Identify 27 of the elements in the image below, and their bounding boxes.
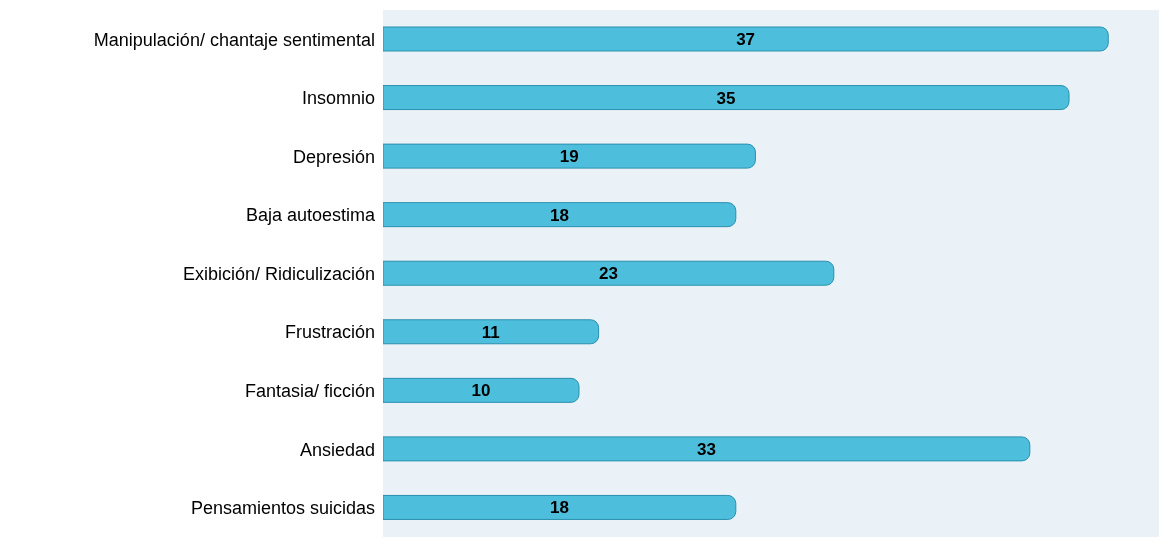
bar xyxy=(383,319,600,345)
bar xyxy=(383,143,756,169)
bar xyxy=(383,377,580,403)
data-label: 35 xyxy=(716,88,736,108)
data-label: 11 xyxy=(481,322,500,342)
y-tick-label: Insomnio xyxy=(301,88,375,109)
y-tick-label: Manipulación/ chantaje sentimental xyxy=(93,29,375,50)
data-label: 33 xyxy=(696,439,716,459)
bar xyxy=(383,494,737,520)
y-tick-label: Pensamientos suicidas xyxy=(190,498,375,519)
bar xyxy=(383,26,1109,52)
y-tick-label: Depresión xyxy=(292,146,375,167)
data-label: 18 xyxy=(549,205,569,225)
y-tick-label: Ansiedad xyxy=(299,439,375,460)
data-label: 10 xyxy=(471,381,491,401)
y-tick-label: Fantasia/ ficción xyxy=(244,381,375,401)
y-tick-label: Frustración xyxy=(284,322,375,343)
data-label: 19 xyxy=(559,147,579,167)
bar xyxy=(383,202,737,228)
y-tick-label: Baja autoestima xyxy=(245,205,376,226)
data-label: 18 xyxy=(549,498,569,518)
bar xyxy=(383,436,1031,462)
y-tick-label: Exibición/ Ridiculización xyxy=(182,263,375,284)
data-label: 23 xyxy=(598,264,618,284)
bar xyxy=(383,260,835,286)
data-label: 37 xyxy=(736,30,756,50)
bar xyxy=(383,85,1070,111)
